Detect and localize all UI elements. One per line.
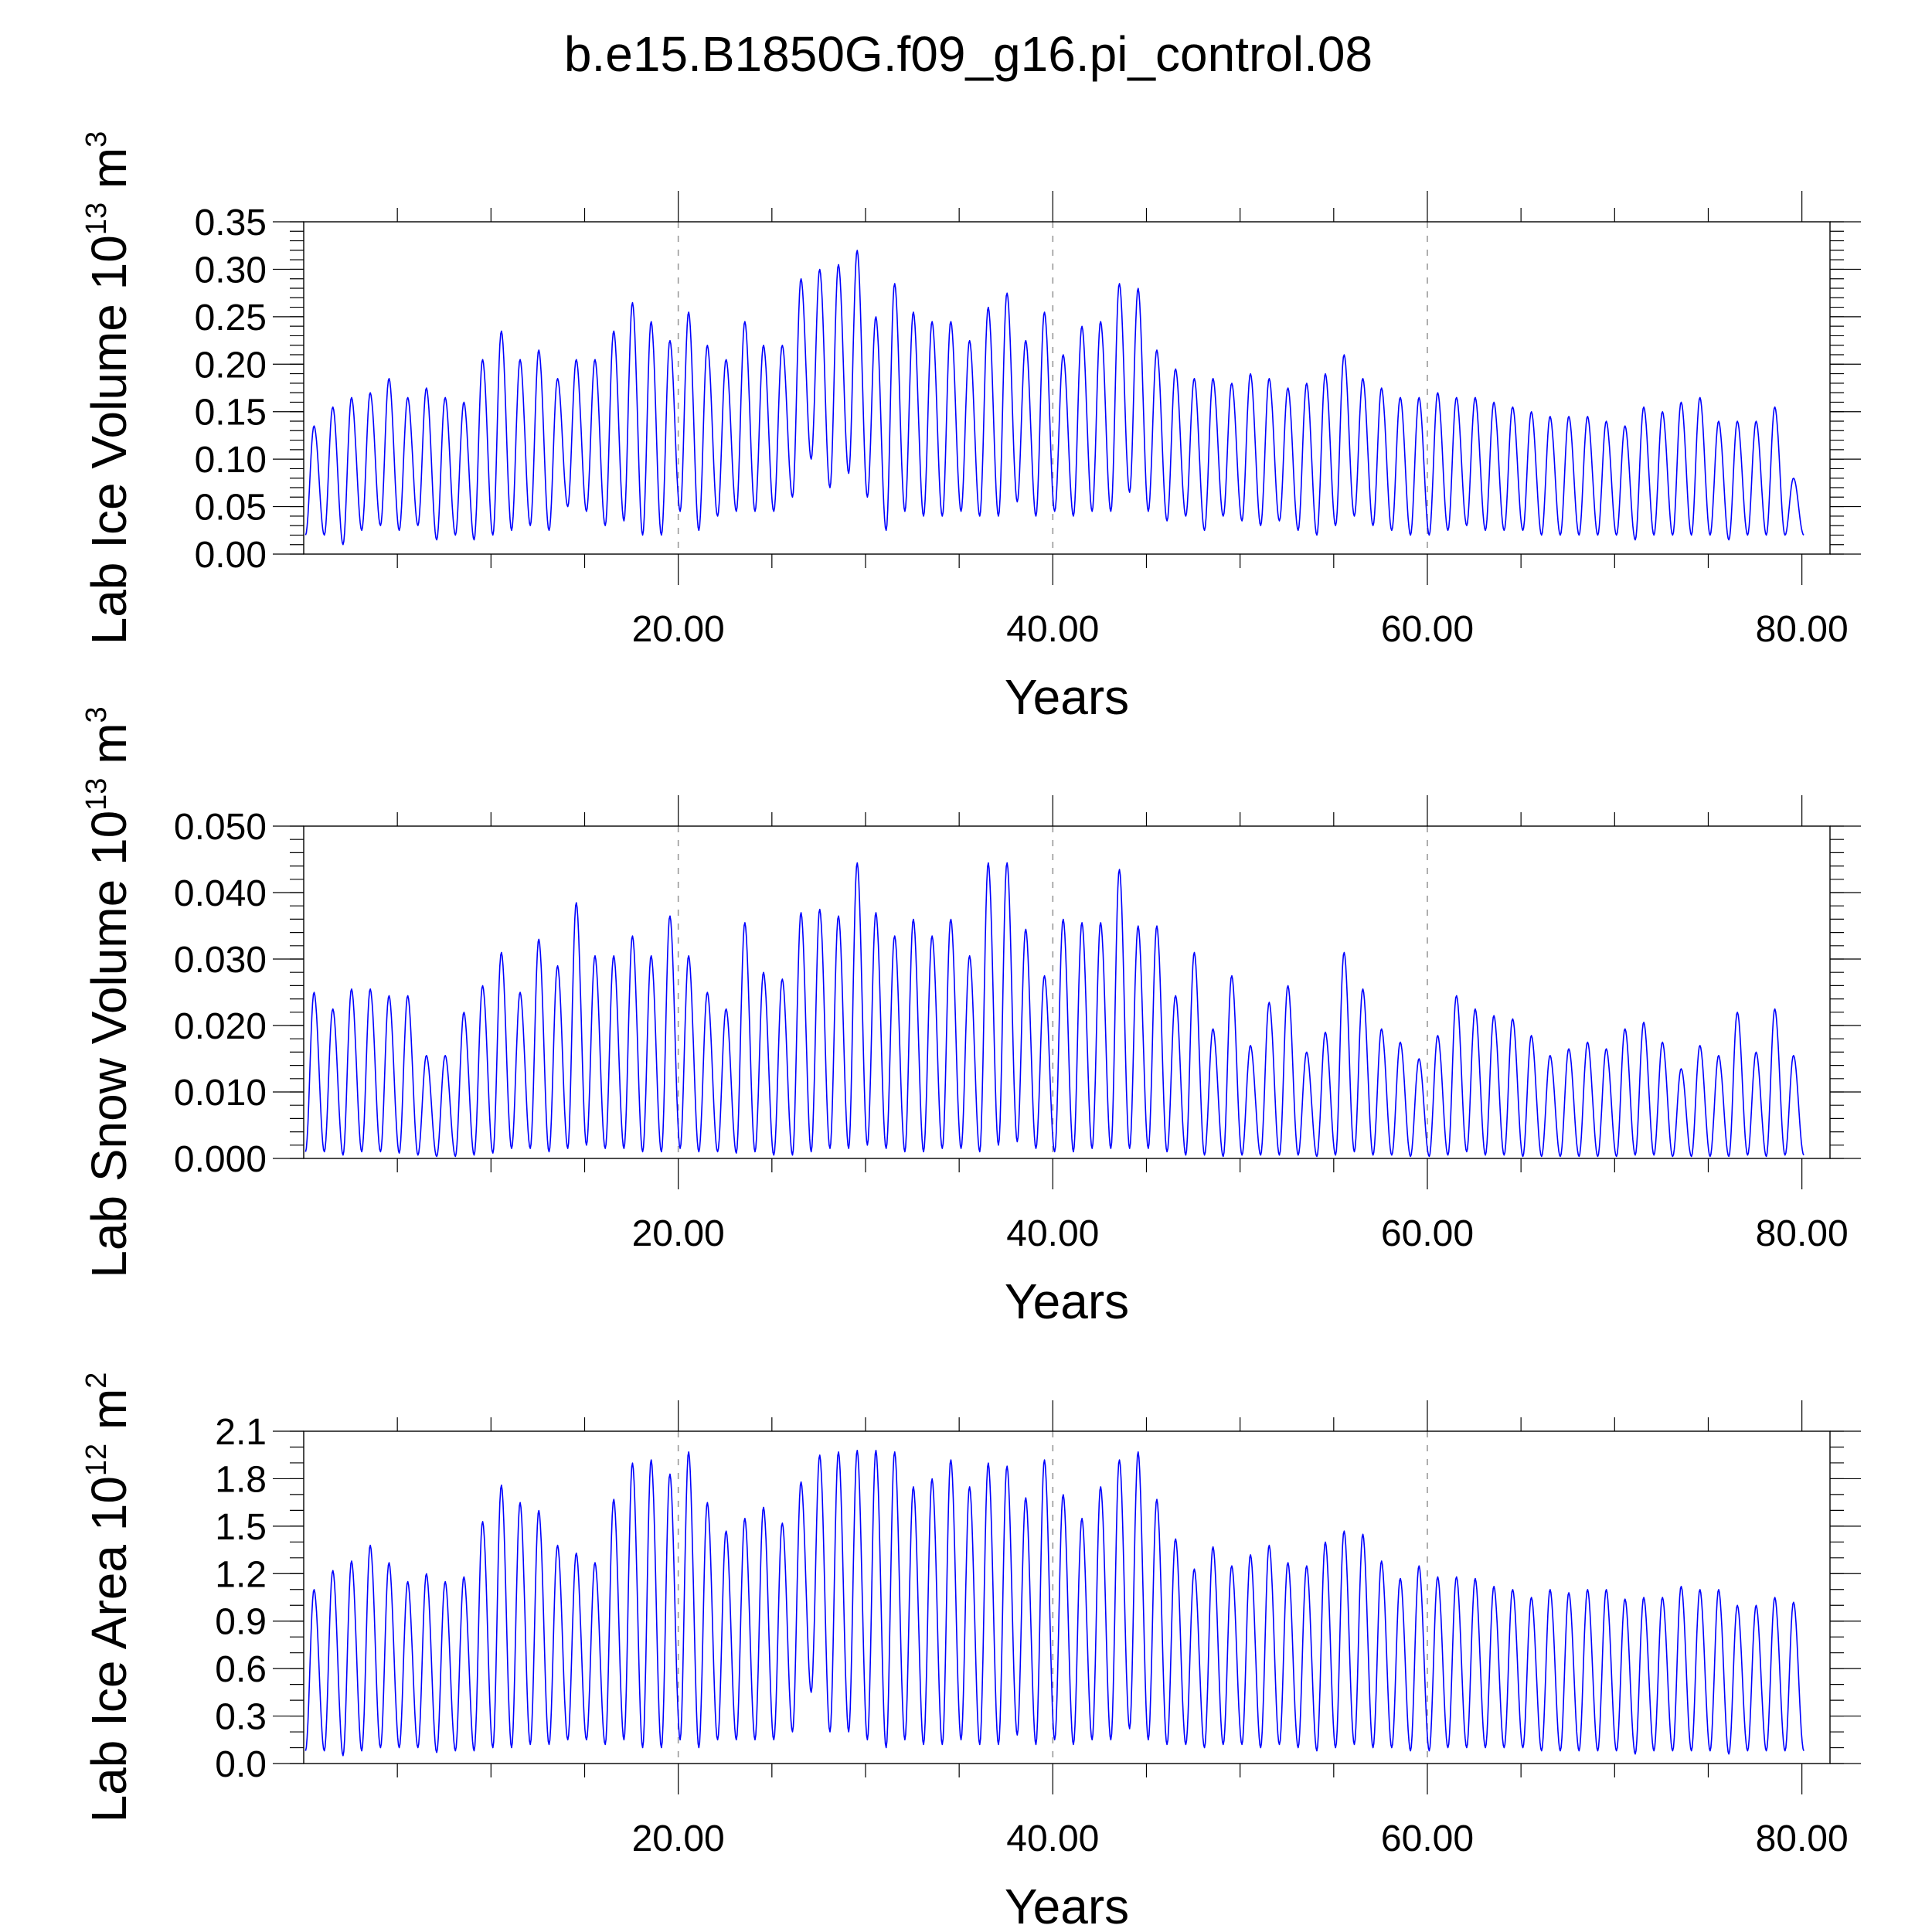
series-line-lab-ice-area-0 — [304, 1450, 1804, 1757]
y-tick-label: 2.1 — [215, 1412, 267, 1453]
x-tick-label: 40.00 — [1006, 1213, 1099, 1254]
y-tick-label: 0.00 — [195, 535, 267, 576]
y-tick-label: 0.9 — [215, 1602, 267, 1643]
panel-lab-ice-volume: 20.00 40.00 60.00 80.00 0.00 0.05 0.10 0.15 0.20… — [80, 131, 1861, 725]
x-tick-label: 40.00 — [1006, 609, 1099, 650]
series-line-lab-ice-volume-0 — [304, 250, 1804, 546]
x-tick-label: 20.00 — [632, 609, 725, 650]
y-tick-label: 1.8 — [215, 1459, 267, 1500]
chart-title: b.e15.B1850G.f09_g16.pi_control.08 — [564, 26, 1372, 82]
y-axis-title: Lab Snow Volume 1013 m3 — [80, 706, 137, 1277]
y-tick-label: 0.040 — [174, 873, 267, 914]
y-tick-label: 0.15 — [195, 393, 267, 434]
y-tick-label: 0.030 — [174, 940, 267, 981]
plot-frame — [303, 825, 1831, 1159]
y-tick-label: 1.5 — [215, 1507, 267, 1548]
y-tick-label: 0.6 — [215, 1649, 267, 1690]
x-tick-label: 60.00 — [1381, 609, 1474, 650]
y-tick-label: 0.050 — [174, 807, 267, 848]
y-tick-label: 0.20 — [195, 345, 267, 386]
x-axis-title: Years — [1005, 1879, 1129, 1932]
y-tick-label: 0.10 — [195, 440, 267, 481]
y-axis-title: Lab Ice Area 1012 m2 — [80, 1372, 137, 1823]
y-tick-label: 0.25 — [195, 298, 267, 338]
x-tick-label: 60.00 — [1381, 1818, 1474, 1859]
x-axis-title: Years — [1005, 1274, 1129, 1329]
y-tick-label: 0.3 — [215, 1697, 267, 1738]
panel-lab-snow-volume: 20.00 40.00 60.00 80.00 0.000 0.010 0.020 0.030… — [80, 706, 1861, 1329]
x-tick-label: 80.00 — [1756, 609, 1849, 650]
x-tick-label: 80.00 — [1756, 1213, 1849, 1254]
x-tick-label: 40.00 — [1006, 1818, 1099, 1859]
x-tick-label: 20.00 — [632, 1818, 725, 1859]
y-tick-label: 0.020 — [174, 1006, 267, 1047]
y-tick-label: 1.2 — [215, 1554, 267, 1595]
plot-frame — [303, 221, 1831, 555]
plot-frame — [303, 1430, 1831, 1764]
x-tick-label: 20.00 — [632, 1213, 725, 1254]
y-axis-title: Lab Ice Volume 1013 m3 — [80, 131, 137, 645]
y-tick-label: 0.30 — [195, 250, 267, 291]
y-tick-label: 0.05 — [195, 488, 267, 529]
x-axis-title: Years — [1005, 669, 1129, 725]
x-tick-label: 80.00 — [1756, 1818, 1849, 1859]
series-line-lab-snow-volume-0 — [304, 862, 1804, 1158]
y-tick-label: 0.000 — [174, 1139, 267, 1180]
y-tick-label: 0.0 — [215, 1744, 267, 1785]
x-tick-label: 60.00 — [1381, 1213, 1474, 1254]
y-tick-label: 0.010 — [174, 1073, 267, 1114]
y-tick-label: 0.35 — [195, 202, 267, 243]
panel-lab-ice-area: 20.00 40.00 60.00 80.00 0.0 0.3 0.6 0.9 1.2 1.5 1.… — [80, 1372, 1861, 1932]
